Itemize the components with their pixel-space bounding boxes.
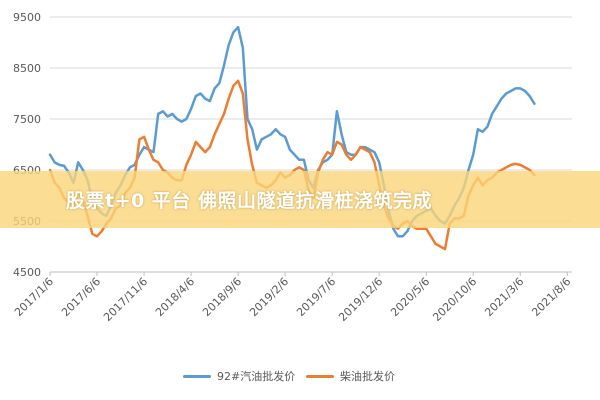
y-tick-label: 8500 bbox=[13, 62, 41, 75]
x-tick-label: 2020/10/6 bbox=[430, 275, 479, 324]
x-tick-label: 2018/9/6 bbox=[200, 275, 244, 319]
legend-label-92-gasoline: 92#汽油批发价 bbox=[217, 370, 296, 383]
grid-lines bbox=[50, 16, 572, 273]
x-tick-label: 2019/7/6 bbox=[294, 275, 338, 319]
chart-legend: 92#汽油批发价 柴油批发价 bbox=[0, 366, 600, 386]
x-tick-label: 2019/12/6 bbox=[336, 275, 385, 324]
x-tick-label: 2017/6/6 bbox=[59, 275, 103, 319]
x-tick-label: 2017/11/6 bbox=[101, 275, 150, 324]
overlay-banner bbox=[0, 171, 600, 228]
y-tick-label: 4500 bbox=[13, 266, 41, 279]
x-tick-label: 2021/3/6 bbox=[482, 275, 526, 319]
x-tick-label: 2018/4/6 bbox=[153, 275, 197, 319]
legend-item-92-gasoline: 92#汽油批发价 bbox=[183, 366, 295, 386]
y-tick-label: 9500 bbox=[13, 11, 41, 24]
x-tick-label: 2017/1/6 bbox=[12, 275, 56, 319]
x-tick-label: 2021/8/6 bbox=[529, 275, 573, 319]
legend-swatch-diesel bbox=[306, 374, 334, 378]
legend-swatch-92-gasoline bbox=[183, 374, 211, 378]
legend-label-diesel: 柴油批发价 bbox=[340, 370, 395, 383]
x-tick-label: 2019/2/6 bbox=[247, 275, 291, 319]
x-tick-label: 2020/5/6 bbox=[388, 275, 432, 319]
legend-item-diesel: 柴油批发价 bbox=[306, 366, 395, 386]
y-axis-tick-labels: 450055006500750085009500 bbox=[13, 11, 41, 279]
banner-title: 股票t+0 平台 佛照山隧道抗滑桩浇筑完成 bbox=[66, 190, 432, 212]
y-tick-label: 7500 bbox=[13, 113, 41, 126]
